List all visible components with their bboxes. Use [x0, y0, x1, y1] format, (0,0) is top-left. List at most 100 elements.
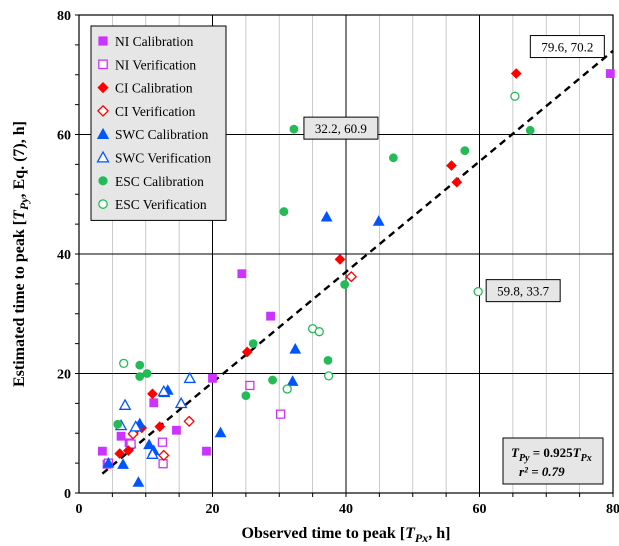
- legend-marker: [98, 36, 108, 46]
- data-point: [208, 373, 217, 383]
- x-tick-label: 0: [76, 502, 83, 517]
- y-tick-label: 40: [57, 248, 71, 263]
- data-point: [183, 371, 197, 384]
- equation-line-1: TPy = 0.925TPx: [511, 445, 592, 464]
- data-point: [154, 421, 166, 433]
- x-tick-label: 40: [339, 502, 353, 517]
- annotation-label: 79.6, 70.2: [541, 40, 593, 55]
- data-point: [237, 269, 247, 279]
- data-point: [525, 125, 535, 135]
- data-point: [460, 146, 470, 156]
- data-point: [158, 449, 170, 462]
- data-point: [214, 426, 227, 438]
- data-point: [605, 69, 615, 78]
- data-point: [143, 438, 155, 450]
- legend-label: SWC Calibration: [115, 127, 209, 142]
- data-point: [146, 447, 159, 459]
- data-point: [142, 369, 152, 378]
- x-tick-label: 20: [206, 502, 220, 517]
- y-tick-label: 60: [57, 129, 71, 144]
- equation-line-2: r² = 0.79: [519, 464, 565, 479]
- series-esc-verification: [119, 91, 520, 394]
- data-point: [157, 437, 168, 447]
- legend-item: SWC Verification: [96, 150, 211, 166]
- data-point: [119, 358, 129, 368]
- y-tick-label: 20: [57, 368, 71, 383]
- legend-item: ESC Calibration: [98, 174, 204, 189]
- y-axis-title: Estimated time to peak [TPy, Eq. (7), h]: [11, 121, 31, 387]
- data-point: [388, 153, 398, 163]
- legend-label: CI Verification: [115, 104, 196, 119]
- legend-label: NI Calibration: [115, 34, 194, 49]
- data-point: [282, 384, 292, 394]
- data-point: [183, 415, 195, 428]
- data-point: [114, 448, 126, 459]
- legend-box: [90, 25, 227, 221]
- data-point: [289, 342, 302, 354]
- data-point: [129, 420, 143, 432]
- series-ni-verification: [103, 380, 286, 469]
- data-point: [127, 428, 139, 440]
- annotation-callout: 59.8, 33.7: [485, 279, 561, 303]
- data-point: [340, 280, 350, 289]
- data-point: [446, 160, 457, 171]
- data-point: [510, 91, 520, 101]
- data-point: [157, 384, 171, 397]
- legend-marker: [98, 59, 108, 70]
- annotation-callout: 32.2, 60.9: [303, 116, 379, 140]
- data-point: [289, 124, 299, 134]
- legend-marker: [96, 150, 110, 163]
- data-point: [323, 371, 334, 381]
- data-point: [451, 176, 463, 188]
- legend-item: CI Calibration: [97, 81, 193, 96]
- data-point: [245, 380, 255, 391]
- annotation-label: 59.8, 33.7: [497, 284, 550, 299]
- data-point: [202, 446, 211, 456]
- data-point: [314, 327, 324, 337]
- x-tick-label: 80: [606, 502, 619, 517]
- data-point: [241, 391, 251, 401]
- data-point: [266, 311, 275, 321]
- data-point: [158, 459, 168, 469]
- equation-background: [502, 437, 604, 485]
- annotation-box: [529, 35, 605, 59]
- series-esc-calibration: [113, 124, 535, 429]
- data-point: [172, 425, 181, 435]
- data-point: [118, 398, 132, 410]
- data-point: [320, 210, 333, 222]
- trend-line: [101, 49, 614, 475]
- data-point: [241, 346, 253, 358]
- annotation-callout: 79.6, 70.2: [529, 35, 605, 59]
- data-point: [268, 375, 277, 385]
- data-point: [510, 68, 522, 79]
- trendline: [101, 49, 614, 475]
- data-point: [102, 457, 115, 468]
- data-point: [323, 355, 333, 365]
- y-tick-label: 80: [57, 9, 71, 24]
- annotation-box: [485, 279, 561, 303]
- legend-marker: [96, 127, 110, 139]
- legend: NI Calibration NI Verification CI Calibrat…: [90, 25, 227, 221]
- data-point: [147, 388, 158, 400]
- series-ci-verification: [127, 270, 358, 462]
- data-point: [279, 207, 289, 216]
- data-point: [345, 270, 358, 283]
- legend-marker: [97, 81, 109, 94]
- data-point: [132, 476, 145, 487]
- data-point: [372, 215, 385, 226]
- data-point: [97, 446, 107, 456]
- legend-marker: [98, 176, 108, 186]
- data-point: [117, 458, 129, 469]
- annotation-label: 32.2, 60.9: [315, 121, 367, 136]
- legend-label: ESC Verification: [115, 197, 207, 212]
- data-point: [113, 419, 123, 429]
- plot-frame: [75, 14, 614, 497]
- legend-marker: [98, 199, 108, 209]
- legend-label: CI Calibration: [115, 81, 193, 96]
- annotations: 79.6, 70.2 32.2, 60.9 59.8, 33.7: [303, 35, 605, 303]
- legend-item: SWC Calibration: [96, 127, 209, 142]
- data-point: [135, 360, 145, 370]
